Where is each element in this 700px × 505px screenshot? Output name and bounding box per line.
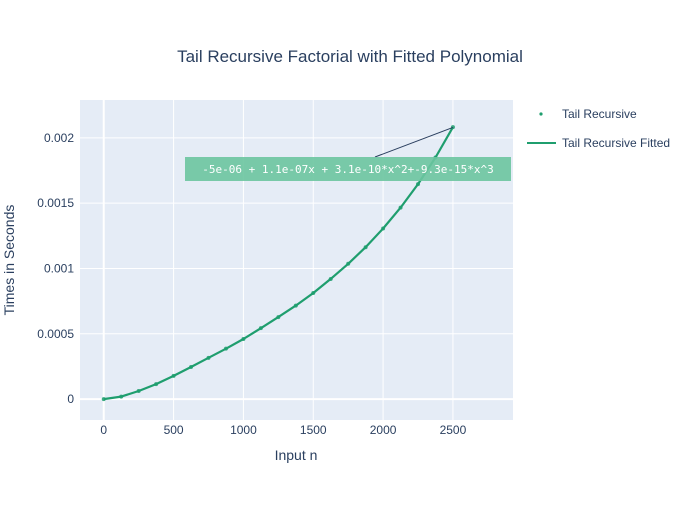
- series-layer: [101, 125, 455, 402]
- y-tick-label: 0.002: [44, 131, 74, 145]
- x-tick-label: 2000: [370, 423, 397, 437]
- y-tick-label: 0.001: [44, 261, 74, 275]
- data-point: [346, 261, 351, 266]
- y-tick-label: 0.0005: [37, 327, 74, 341]
- data-point: [241, 337, 246, 342]
- y-tick-label: 0.0015: [37, 196, 74, 210]
- legend-marker: [539, 112, 543, 116]
- data-point: [119, 394, 124, 399]
- x-tick-label: 2500: [440, 423, 467, 437]
- annotation-layer: -5e-06 + 1.1e-07x + 3.1e-10*x^2+-9.3e-15…: [185, 126, 511, 181]
- legend[interactable]: Tail Recursive Tail Recursive Fitted: [527, 107, 670, 150]
- annotation-arrow: [374, 126, 454, 158]
- data-point: [223, 346, 228, 351]
- data-point: [450, 125, 455, 130]
- x-axis-title: Input n: [275, 447, 318, 463]
- data-point: [416, 182, 421, 187]
- legend-item-tail-recursive[interactable]: Tail Recursive: [539, 107, 637, 121]
- data-point: [276, 315, 281, 320]
- data-point: [311, 291, 316, 296]
- data-point: [363, 245, 368, 250]
- legend-label-tail-recursive: Tail Recursive: [562, 107, 637, 121]
- data-point: [258, 326, 263, 331]
- plot-background: [80, 100, 513, 420]
- y-axis-title: Times in Seconds: [1, 205, 17, 316]
- tick-layer: 0 500 1000 1500 2000 2500 0 0.0005 0.001 0.0015 0.…: [37, 131, 466, 437]
- legend-label-tail-recursive-fitted: Tail Recursive Fitted: [562, 136, 670, 150]
- x-tick-label: 1500: [300, 423, 327, 437]
- data-point: [171, 373, 176, 378]
- data-point: [136, 389, 141, 394]
- grid-layer: [80, 100, 513, 420]
- y-tick-label: 0: [67, 392, 74, 406]
- data-point: [101, 397, 106, 402]
- legend-item-tail-recursive-fitted[interactable]: Tail Recursive Fitted: [527, 136, 670, 150]
- data-point: [328, 276, 333, 281]
- data-point: [206, 355, 211, 360]
- annotation-text: -5e-06 + 1.1e-07x + 3.1e-10*x^2+-9.3e-15…: [202, 163, 493, 176]
- x-tick-label: 500: [164, 423, 184, 437]
- data-point: [154, 382, 159, 387]
- data-point: [189, 364, 194, 369]
- x-tick-label: 1000: [230, 423, 257, 437]
- data-point: [293, 303, 298, 308]
- x-tick-label: 0: [100, 423, 107, 437]
- chart-title: Tail Recursive Factorial with Fitted Pol…: [177, 47, 523, 66]
- data-point: [381, 226, 386, 231]
- annotation-box: [185, 157, 511, 181]
- data-point: [398, 205, 403, 210]
